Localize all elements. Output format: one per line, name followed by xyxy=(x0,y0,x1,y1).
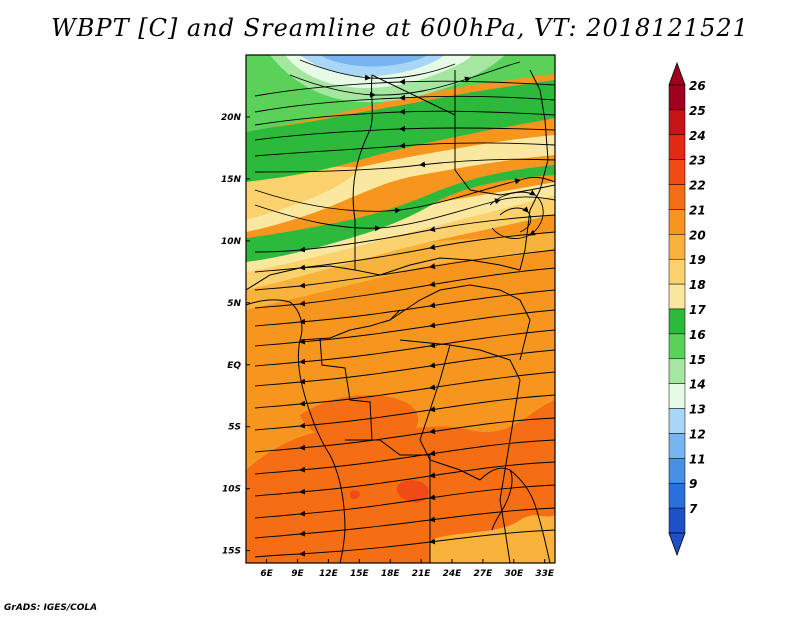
colorbar-label: 7 xyxy=(689,502,698,516)
colorbar-swatch xyxy=(668,433,686,459)
y-tick-label: 15S xyxy=(222,547,241,557)
colorbar-label: 20 xyxy=(689,228,706,242)
x-tick-label: 27E xyxy=(474,569,494,579)
colorbar-label: 11 xyxy=(689,452,706,466)
colorbar-label: 15 xyxy=(689,353,706,367)
y-tick-label: 5S xyxy=(228,423,241,433)
y-tick-label: EQ xyxy=(227,361,241,371)
colorbar-label: 22 xyxy=(689,179,706,193)
x-tick-label: 9E xyxy=(291,569,304,579)
colorbar-swatch xyxy=(668,507,686,534)
y-tick-label: 20N xyxy=(221,113,242,123)
colorbar-swatch xyxy=(668,308,686,335)
x-tick-label: 18E xyxy=(381,569,401,579)
colorbar-top-arrow xyxy=(668,61,686,86)
colorbar-swatch xyxy=(668,234,686,260)
colorbar-swatch xyxy=(668,134,686,160)
colorbar-label: 23 xyxy=(689,154,706,168)
colorbar-label: 26 xyxy=(689,79,706,93)
x-axis: 6E 9E 12E 15E 18E 21E 24E 27E 30E 33E xyxy=(260,559,555,579)
x-tick-label: 6E xyxy=(260,569,273,579)
x-tick-label: 21E xyxy=(412,569,432,579)
colorbar: 26 25 24 23 22 21 20 19 18 17 16 15 14 13 12 11 9 7 xyxy=(668,61,706,557)
x-tick-label: 12E xyxy=(319,569,339,579)
y-tick-label: 5N xyxy=(227,299,241,309)
x-tick-label: 33E xyxy=(535,569,555,579)
y-tick-label: 10S xyxy=(222,485,241,495)
x-tick-label: 15E xyxy=(350,569,370,579)
colorbar-label: 16 xyxy=(689,328,706,342)
colorbar-swatch xyxy=(668,159,686,185)
colorbar-swatch xyxy=(668,458,686,484)
y-tick-label: 15N xyxy=(221,175,242,185)
wbpt-band-19-north xyxy=(246,166,360,220)
y-tick-label: 10N xyxy=(221,237,242,247)
colorbar-label: 13 xyxy=(689,403,706,417)
colorbar-swatch xyxy=(668,333,686,360)
colorbar-swatch xyxy=(668,258,686,285)
grads-credit: GrADS: IGES/COLA xyxy=(4,603,98,613)
colorbar-label: 25 xyxy=(689,104,706,118)
colorbar-swatch xyxy=(668,358,686,384)
colorbar-label: 12 xyxy=(689,427,706,441)
streamlines xyxy=(254,59,555,558)
colorbar-swatch xyxy=(668,408,686,434)
colorbar-swatch xyxy=(668,84,686,111)
x-tick-label: 30E xyxy=(504,569,524,579)
colorbar-label: 17 xyxy=(689,303,706,317)
colorbar-label: 21 xyxy=(689,203,706,217)
colorbar-swatch xyxy=(668,109,686,136)
colorbar-swatch xyxy=(668,184,686,210)
colorbar-label: 19 xyxy=(689,253,706,267)
colorbar-swatch xyxy=(668,209,686,235)
chart-title: WBPT [C] and Sreamline at 600hPa, VT: 20… xyxy=(51,14,749,42)
wbpt-band-12 xyxy=(320,55,428,67)
colorbar-swatch xyxy=(668,283,686,310)
colorbar-label: 9 xyxy=(689,477,697,491)
wbpt-band-20-south xyxy=(430,515,555,563)
colorbar-label: 14 xyxy=(689,378,706,392)
plot-frame xyxy=(245,54,556,564)
wbpt-band-18-north xyxy=(246,135,555,232)
colorbar-label: 18 xyxy=(689,278,706,292)
colorbar-swatch xyxy=(668,383,686,409)
plot-area xyxy=(246,55,555,563)
x-tick-label: 24E xyxy=(443,569,463,579)
colorbar-swatch xyxy=(668,482,686,509)
y-axis: 20N 15N 10N 5N EQ 5S 10S 15S xyxy=(221,113,250,557)
colorbar-bottom-arrow xyxy=(668,532,686,557)
colorbar-label: 24 xyxy=(689,129,706,143)
